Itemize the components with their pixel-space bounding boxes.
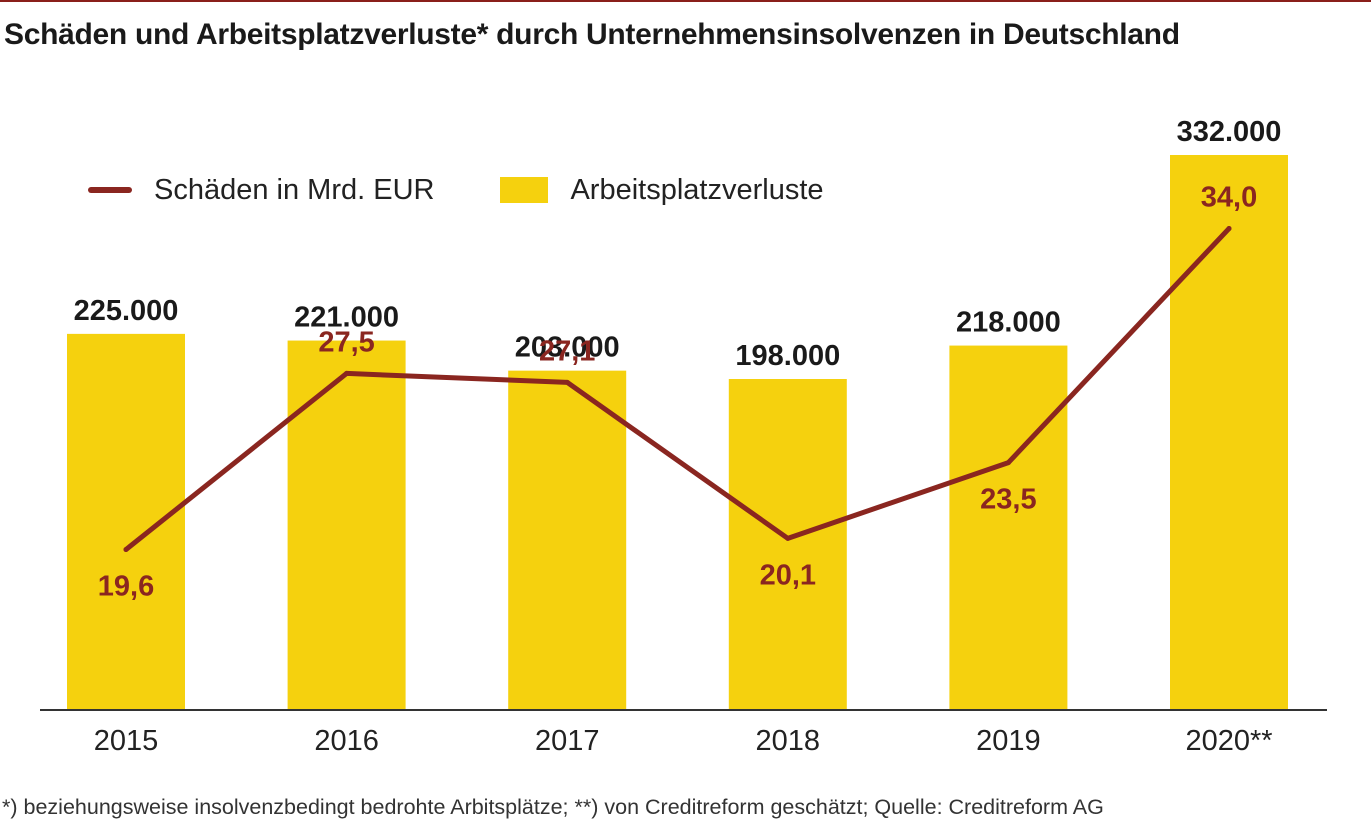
chart-title: Schäden und Arbeitsplatzverluste* durch … <box>4 18 1180 51</box>
bar-value-label: 332.000 <box>1177 116 1282 148</box>
bar-2016 <box>287 340 406 710</box>
legend-line-label: Schäden in Mrd. EUR <box>154 173 435 206</box>
bar-2017 <box>508 370 627 710</box>
x-tick-label: 2019 <box>976 725 1041 757</box>
line-value-label: 20,1 <box>760 559 816 591</box>
legend-bar-swatch <box>500 177 549 203</box>
legend: Schäden in Mrd. EUR Arbeitsplatzverluste <box>88 168 824 212</box>
line-value-label: 19,6 <box>98 571 154 603</box>
line-value-label: 27,5 <box>318 326 374 358</box>
bar-2015 <box>67 333 185 710</box>
top-rule <box>0 0 1371 2</box>
x-tick-label: 2015 <box>94 725 159 757</box>
line-point-2016 <box>344 370 350 376</box>
bar-value-label: 221.000 <box>294 302 399 334</box>
bar-value-label: 218.000 <box>956 307 1061 339</box>
bar-2018 <box>728 379 847 710</box>
line-point-2018 <box>785 535 791 541</box>
line-value-label: 34,0 <box>1201 182 1257 214</box>
line-point-2020 <box>1226 226 1232 232</box>
x-tick-label: 2017 <box>535 725 600 757</box>
line-point-2019 <box>1005 460 1011 466</box>
line-series-schaeden <box>123 226 1232 553</box>
legend-line-swatch <box>88 187 132 193</box>
chart-svg: 225.000 221.000 203.000 198.000 218.000 332.0… <box>40 116 1327 757</box>
line-value-label: 23,5 <box>980 484 1036 516</box>
legend-bar-label: Arbeitsplatzverluste <box>570 173 824 206</box>
bar-2019 <box>949 345 1068 710</box>
bar-value-label: 198.000 <box>735 340 840 372</box>
x-tick-label: 2018 <box>756 725 821 757</box>
line-value-label: 27,1 <box>539 335 595 367</box>
bar-value-label: 203.000 <box>515 332 620 364</box>
line-point-2017 <box>564 379 570 385</box>
footnote: *) beziehungsweise insolvenzbedingt bedr… <box>2 795 1104 819</box>
x-tick-label: 2020** <box>1185 725 1272 757</box>
bar-value-label: 225.000 <box>74 295 179 327</box>
bar-2020 <box>1170 155 1288 710</box>
line-point-2015 <box>123 547 129 553</box>
x-tick-label: 2016 <box>314 725 379 757</box>
